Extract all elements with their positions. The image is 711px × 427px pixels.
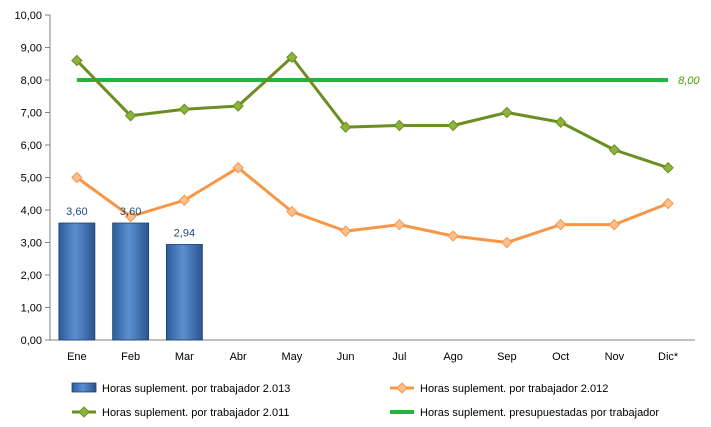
x-tick-label: Abr xyxy=(230,351,247,363)
y-tick-label: 6,00 xyxy=(21,140,42,152)
x-tick-label: Jul xyxy=(392,351,406,363)
x-tick-label: Mar xyxy=(175,351,194,363)
y-tick-label: 3,00 xyxy=(21,238,42,250)
bar xyxy=(58,222,96,341)
series-2011-point xyxy=(501,106,513,119)
series-2011-point xyxy=(286,51,298,63)
x-tick-label: Jun xyxy=(337,351,355,363)
series-2011-point xyxy=(608,144,621,156)
x-tick-label: Oct xyxy=(552,351,569,363)
y-tick-label: 7,00 xyxy=(21,108,42,120)
series-2012-point xyxy=(608,218,621,231)
series-2011-point xyxy=(339,121,352,133)
series-2012-point xyxy=(286,205,298,218)
y-tick-label: 5,00 xyxy=(21,173,42,185)
series-2012-point xyxy=(339,225,352,237)
legend-series-2012-text: Horas suplement. por trabajador 2.012 xyxy=(420,383,608,395)
x-tick-label: Feb xyxy=(121,351,140,363)
x-tick-label: May xyxy=(281,351,302,363)
axes: 0,00 1,00 2,00 3,00 4,00 5,00 6,00 7,00 8,00 9,00… xyxy=(14,10,695,363)
y-tick-label: 1,00 xyxy=(21,303,42,315)
series-2012-point xyxy=(554,218,567,231)
bar-value-label: 2,94 xyxy=(174,227,195,239)
legend-series-target-text: Horas suplement. presupuestadas por trab… xyxy=(420,407,659,419)
y-tick-label: 9,00 xyxy=(21,43,42,55)
target-end-label: 8,00 xyxy=(678,75,700,87)
series-2011-point xyxy=(447,119,459,132)
series-2012-point xyxy=(501,236,513,249)
y-tick-label: 4,00 xyxy=(21,205,42,217)
series-2011-point xyxy=(662,162,674,174)
series-2012-point xyxy=(71,171,83,184)
bar-value-label: 3,60 xyxy=(120,206,141,218)
series-2012-point xyxy=(232,162,244,174)
data-labels: 8,00 3,60 3,60 2,94 xyxy=(66,75,700,239)
bar xyxy=(112,222,150,341)
y-tick-label: 0,00 xyxy=(21,335,42,347)
series-2011-line xyxy=(75,55,669,170)
series-2012-point xyxy=(178,194,191,206)
legend-series-2011-text: Horas suplement. por trabajador 2.011 xyxy=(102,407,290,419)
series-2011-point xyxy=(71,54,83,67)
series-2011-point xyxy=(124,110,137,122)
series-2012-point xyxy=(124,210,137,223)
x-tick-label: Dic* xyxy=(658,351,679,363)
legend-series-2012-swatch-marker xyxy=(396,382,408,394)
series-lines xyxy=(71,51,674,249)
series-2011-point xyxy=(554,116,567,128)
y-tick-label: 2,00 xyxy=(21,270,42,282)
series-2011-point xyxy=(393,119,406,132)
x-tick-label: Nov xyxy=(605,351,625,363)
series-2012-point xyxy=(393,218,406,231)
y-tick-label: 10,00 xyxy=(14,10,42,22)
series-2011-point xyxy=(178,103,191,115)
series-2012-point xyxy=(447,230,459,242)
series-2011-point xyxy=(232,100,244,112)
y-tick-label: 8,00 xyxy=(21,75,42,87)
x-tick-label: Ago xyxy=(443,351,463,363)
legend-series-2011-swatch-marker xyxy=(78,406,90,418)
x-tick-label: Sep xyxy=(497,351,517,363)
bar xyxy=(165,244,203,341)
legend-bars-2013-swatch xyxy=(71,382,97,393)
series-2012-line xyxy=(75,166,669,244)
bars xyxy=(58,222,203,341)
bar-value-label: 3,60 xyxy=(66,206,87,218)
legend: Horas suplement. por trabajador 2.013 Hor… xyxy=(71,382,659,419)
legend-bars-2013-text: Horas suplement. por trabajador 2.013 xyxy=(102,383,290,395)
series-2012-point xyxy=(662,197,674,210)
x-tick-label: Ene xyxy=(67,351,87,363)
